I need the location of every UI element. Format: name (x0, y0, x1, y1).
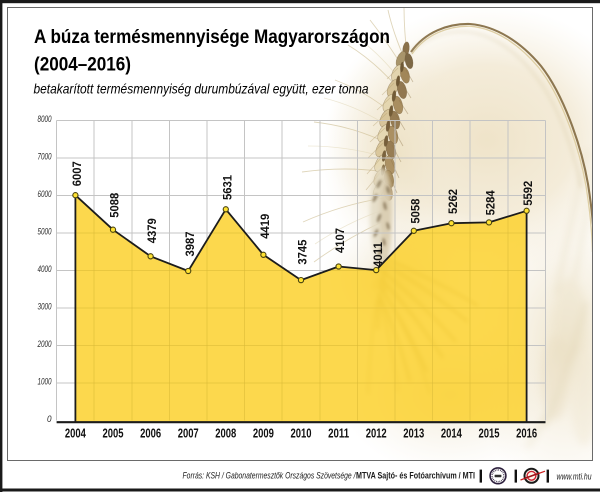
svg-text:3745: 3745 (296, 239, 310, 264)
svg-text:2007: 2007 (178, 426, 199, 441)
svg-text:2015: 2015 (479, 426, 500, 441)
svg-text:2009: 2009 (253, 426, 274, 441)
svg-text:8000: 8000 (38, 113, 53, 124)
svg-text:www.mti.hu: www.mti.hu (557, 471, 592, 481)
svg-text:MTVA Sajtó- és Fotóarchívum /: MTVA Sajtó- és Fotóarchívum / MTI (356, 471, 475, 482)
svg-text:4107: 4107 (333, 228, 347, 253)
svg-text:2014: 2014 (441, 426, 462, 441)
svg-text:2006: 2006 (140, 426, 161, 441)
svg-text:2012: 2012 (366, 426, 387, 441)
svg-text:(2004–2016): (2004–2016) (34, 54, 131, 76)
svg-text:2011: 2011 (328, 426, 349, 441)
svg-text:2013: 2013 (403, 426, 424, 441)
svg-text:5058: 5058 (408, 198, 422, 223)
svg-text:3000: 3000 (38, 301, 53, 312)
svg-text:2016: 2016 (516, 426, 537, 441)
svg-text:5631: 5631 (220, 175, 234, 200)
svg-text:3987: 3987 (183, 231, 197, 256)
svg-text:4000: 4000 (38, 263, 53, 274)
svg-text:4011: 4011 (371, 242, 385, 267)
svg-text:2005: 2005 (103, 426, 124, 441)
svg-text:5000: 5000 (38, 226, 53, 237)
svg-text:5088: 5088 (108, 193, 122, 218)
svg-text:5592: 5592 (521, 181, 535, 206)
svg-text:1000: 1000 (38, 376, 53, 387)
svg-text:2004: 2004 (65, 426, 86, 441)
svg-text:5284: 5284 (484, 190, 498, 215)
svg-text:0: 0 (47, 413, 52, 424)
svg-text:2010: 2010 (291, 426, 312, 441)
svg-text:6000: 6000 (38, 188, 53, 199)
svg-text:4419: 4419 (258, 214, 272, 239)
svg-text:7000: 7000 (38, 151, 53, 162)
svg-text:2008: 2008 (215, 426, 236, 441)
svg-text:2000: 2000 (37, 338, 52, 349)
svg-text:Forrás: KSH / Gabonatermesztők: Forrás: KSH / Gabonatermesztők Országos … (183, 471, 357, 482)
svg-text:5262: 5262 (446, 189, 460, 214)
svg-text:betakarított termésmennyiség d: betakarított termésmennyiség durumbúzáva… (34, 81, 369, 97)
svg-text:A búza termésmennyisége Magyar: A búza termésmennyisége Magyarországon (34, 26, 390, 48)
svg-text:6007: 6007 (70, 161, 84, 186)
svg-text:4379: 4379 (145, 218, 159, 243)
